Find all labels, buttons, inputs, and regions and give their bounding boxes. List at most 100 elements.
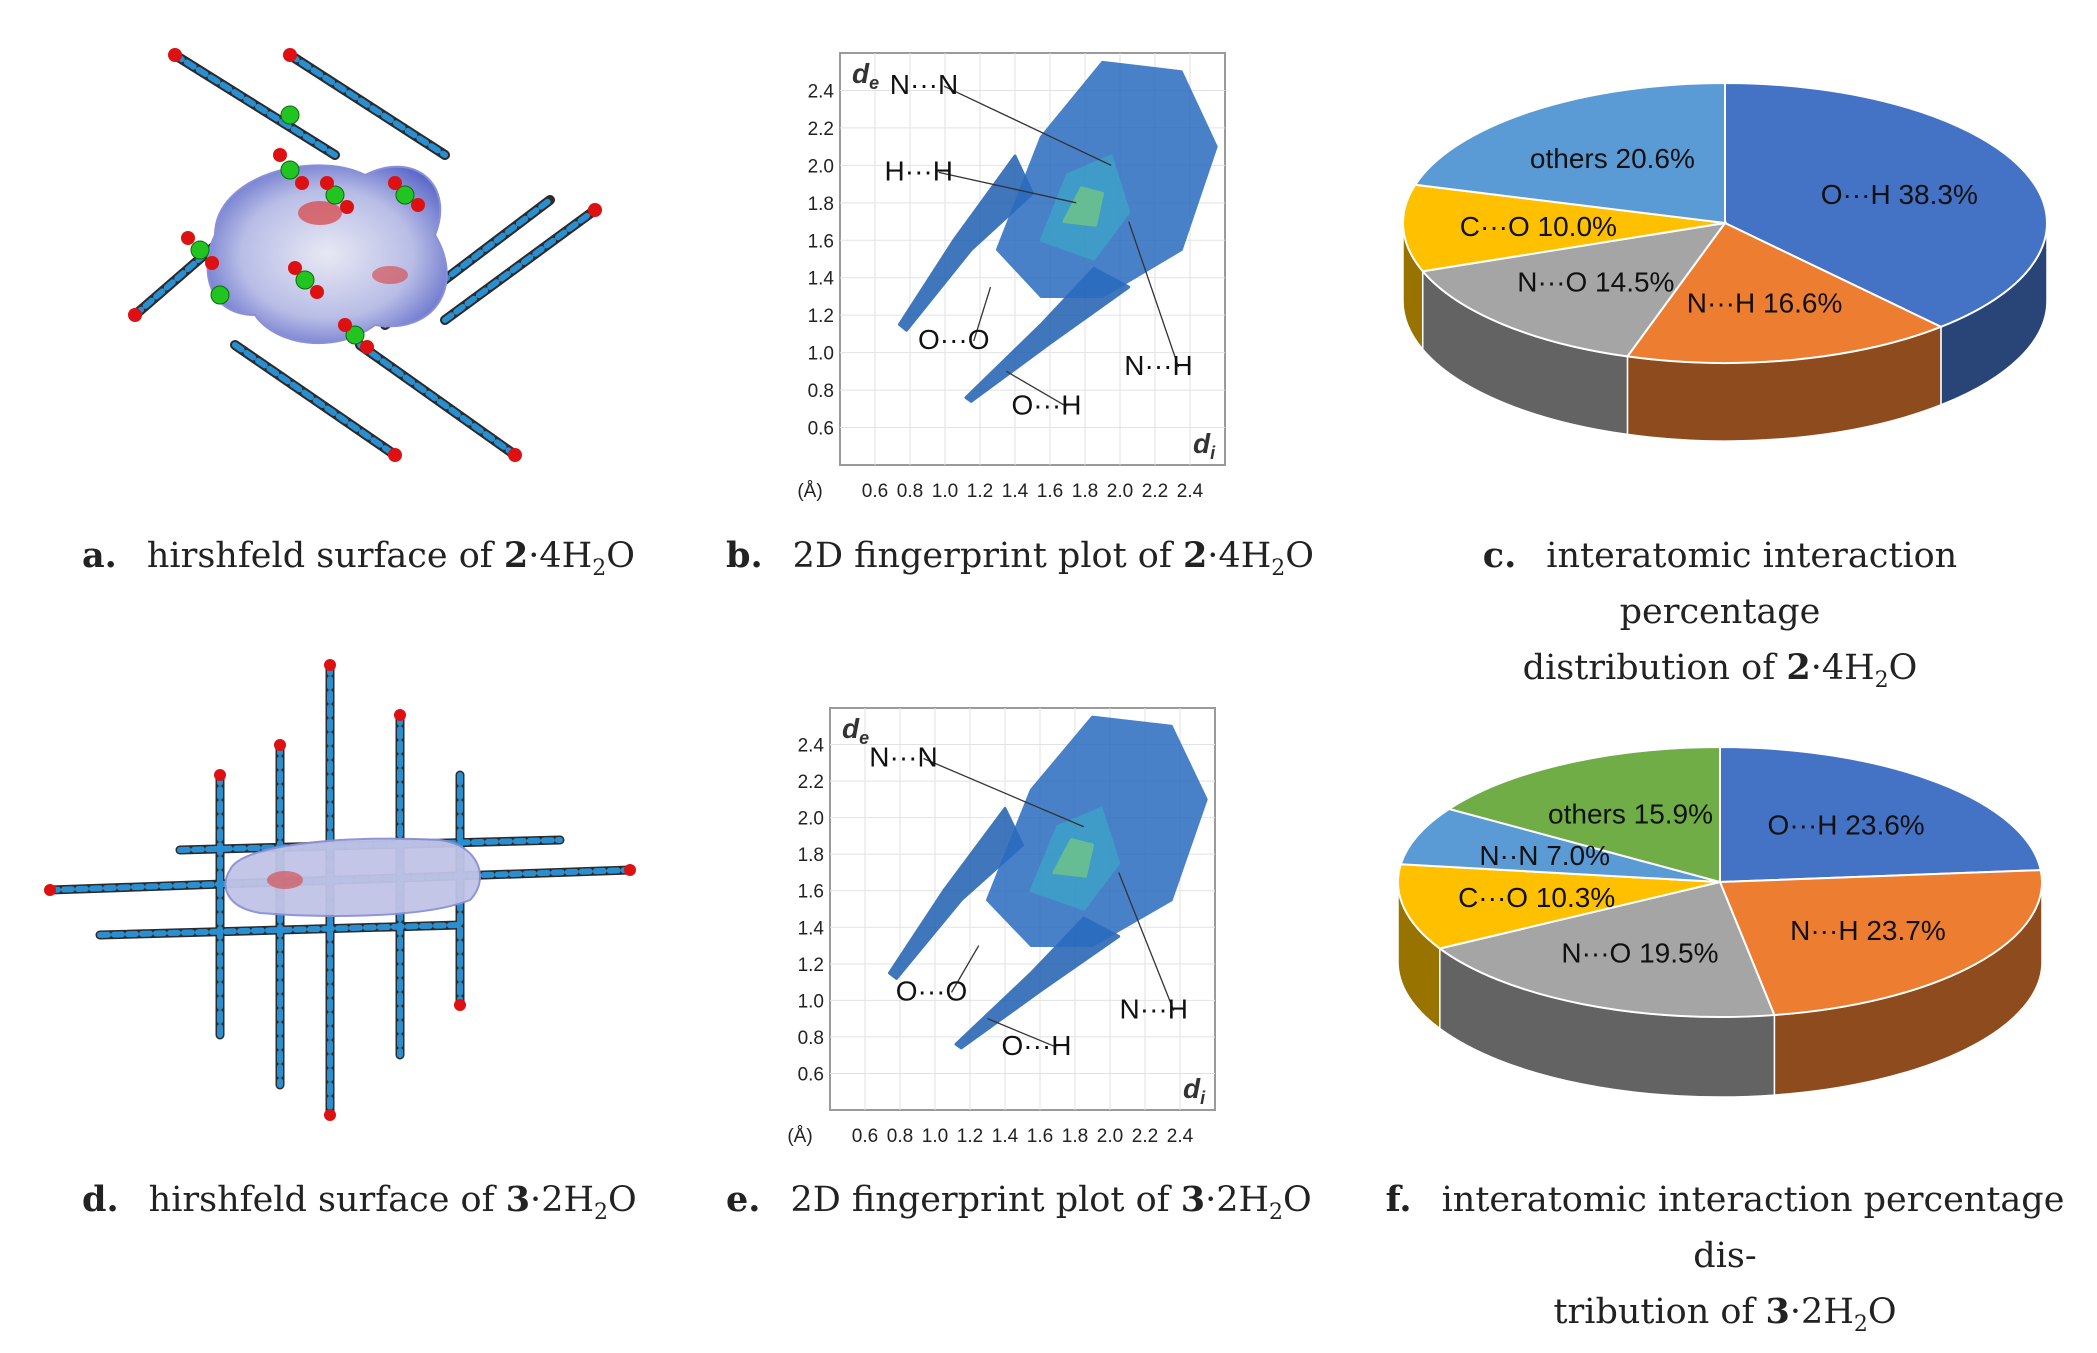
density-region (1052, 838, 1094, 878)
pie-slice (1399, 807, 1721, 883)
y-tick-label: 1.6 (798, 882, 824, 903)
annotation-label: H···H (885, 155, 953, 186)
y-tick-label: 1.4 (798, 918, 825, 939)
x-tick-label: 1.6 (1037, 481, 1063, 502)
annotation-leader (987, 1018, 1057, 1048)
density-region (954, 916, 1121, 1050)
pie-slice-label: C···O 10.0% (1460, 211, 1617, 242)
fingerprint-density (898, 60, 1218, 403)
y-tick-label: 2.0 (798, 809, 824, 830)
pie-top (1397, 745, 2043, 1018)
y-tick-label: 1.0 (798, 991, 824, 1012)
pie-top (1402, 81, 2048, 364)
y-tick-label: 1.8 (808, 194, 834, 215)
annotation-leader (1118, 872, 1175, 1011)
x-tick-label: 1.2 (957, 1126, 983, 1147)
caption-d: d. hirshfeld surface of 3·2H2O (82, 1179, 637, 1225)
annotation-leader (923, 757, 1085, 828)
pie-slice (1446, 745, 1721, 884)
fingerprint-density (888, 715, 1208, 1050)
pie-chart-c: O···H 38.3% N···H 16.6% N···O 14.5% C···O 1… (1402, 81, 2048, 442)
x-axis-label: di (1183, 1073, 1206, 1108)
y-tick-label: 1.8 (798, 845, 824, 866)
caption-c: c. interatomic interaction percentage dis… (1482, 535, 1958, 693)
x-tick-label: 0.6 (862, 481, 888, 502)
annotation-label: O···H (1012, 389, 1082, 420)
pie-slice-label: O···H 23.6% (1768, 809, 1925, 840)
annotation-label: O···H (1002, 1030, 1072, 1061)
pie-slice-label: N···H 23.7% (1790, 915, 1946, 946)
y-tick-label: 1.0 (808, 344, 834, 365)
annotation-leader (1005, 370, 1067, 407)
x-tick-label: 0.8 (887, 1126, 913, 1147)
annotation-leader (943, 85, 1112, 166)
x-tick-label: 0.6 (852, 1126, 878, 1147)
pie-slice-label: others 15.9% (1548, 798, 1713, 829)
pie-slice (1724, 81, 2048, 328)
unit-label: (Å) (787, 1126, 812, 1147)
y-tick-label: 1.6 (808, 231, 834, 252)
pie-slice-label: N··N 7.0% (1479, 840, 1610, 871)
x-tick-label: 2.0 (1107, 481, 1133, 502)
pie-slice-label: N···O 14.5% (1517, 267, 1674, 298)
annotation-label: N···H (1120, 994, 1188, 1025)
y-tick-label: 2.4 (798, 736, 825, 757)
x-tick-label: 1.4 (1002, 481, 1029, 502)
y-tick-label: 1.2 (808, 306, 834, 327)
x-tick-label: 1.2 (967, 481, 993, 502)
y-tick-label: 0.6 (808, 419, 834, 440)
y-tick-label: 0.6 (798, 1064, 824, 1085)
pie-slice-label: O···H 38.3% (1821, 179, 1978, 210)
annotation-leader (938, 171, 1077, 204)
x-tick-label: 1.8 (1062, 1126, 1088, 1147)
annotation-label: O···O (896, 975, 968, 1006)
annotation-label: O···O (918, 324, 990, 355)
x-tick-label: 2.2 (1132, 1126, 1158, 1147)
pie-slice-label: C···O 10.3% (1458, 882, 1615, 913)
pie-side (1397, 881, 2043, 1098)
y-tick-label: 1.2 (798, 955, 824, 976)
x-tick-label: 1.0 (922, 1126, 948, 1147)
pie-slice (1402, 183, 1726, 273)
annotation-label: N···H (1124, 350, 1192, 381)
annotation-leader (950, 945, 980, 993)
pie-slice (1437, 880, 1776, 1018)
pie-slice (1420, 221, 1728, 358)
y-tick-label: 1.4 (808, 269, 835, 290)
fingerprint-plot-e: 0.6 0.8 1.0 1.2 1.4 1.6 1.8 2.0 2.2 2.4 0.6 0.8 1.0 1… (787, 707, 1216, 1147)
x-tick-label: 1.4 (992, 1126, 1019, 1147)
caption-b: b. 2D fingerprint plot of 2·4H2O (726, 535, 1314, 581)
y-tick-label: 0.8 (798, 1028, 824, 1049)
pie-slice-label: N···O 19.5% (1561, 938, 1718, 969)
pie-slice (1413, 81, 1726, 225)
caption-e: e. 2D fingerprint plot of 3·2H2O (726, 1179, 1312, 1225)
x-tick-label: 2.0 (1097, 1126, 1123, 1147)
annotation-label: N···N (869, 741, 937, 772)
fingerprint-plot-b: 0.6 0.8 1.0 1.2 1.4 1.6 1.8 2.0 2.2 2.4 0.6 0.8 1.0 1… (797, 52, 1226, 502)
pie-slice (1397, 863, 1721, 950)
pie-slice (1719, 745, 2042, 884)
hirshfeld-surface-d (44, 659, 636, 1121)
pie-slice-label: others 20.6% (1530, 143, 1695, 174)
x-tick-label: 0.8 (897, 481, 923, 502)
caption-a: a. hirshfeld surface of 2·4H2O (82, 535, 635, 581)
y-tick-label: 2.4 (808, 81, 835, 102)
density-region (964, 266, 1131, 403)
pie-slice-label: N···H 16.6% (1687, 287, 1843, 318)
y-axis-label: de (842, 713, 869, 748)
pie-chart-f: O···H 23.6% N···H 23.7% N···O 19.5% C···O 1… (1397, 745, 2043, 1098)
x-tick-label: 2.4 (1177, 481, 1204, 502)
density-region (1062, 186, 1104, 227)
density-region (888, 807, 1024, 980)
y-tick-label: 2.0 (808, 156, 834, 177)
x-tick-label: 1.8 (1072, 481, 1098, 502)
x-tick-label: 1.0 (932, 481, 958, 502)
y-axis-label: de (852, 58, 879, 93)
unit-label: (Å) (797, 481, 822, 502)
annotation-label: N···N (890, 69, 958, 100)
caption-f: f. interatomic interaction percentage dis… (1385, 1179, 2065, 1337)
annotation-leader (973, 286, 992, 342)
y-tick-label: 0.8 (808, 381, 834, 402)
x-axis-label: di (1193, 428, 1216, 463)
hirshfeld-surface-a (128, 48, 602, 462)
